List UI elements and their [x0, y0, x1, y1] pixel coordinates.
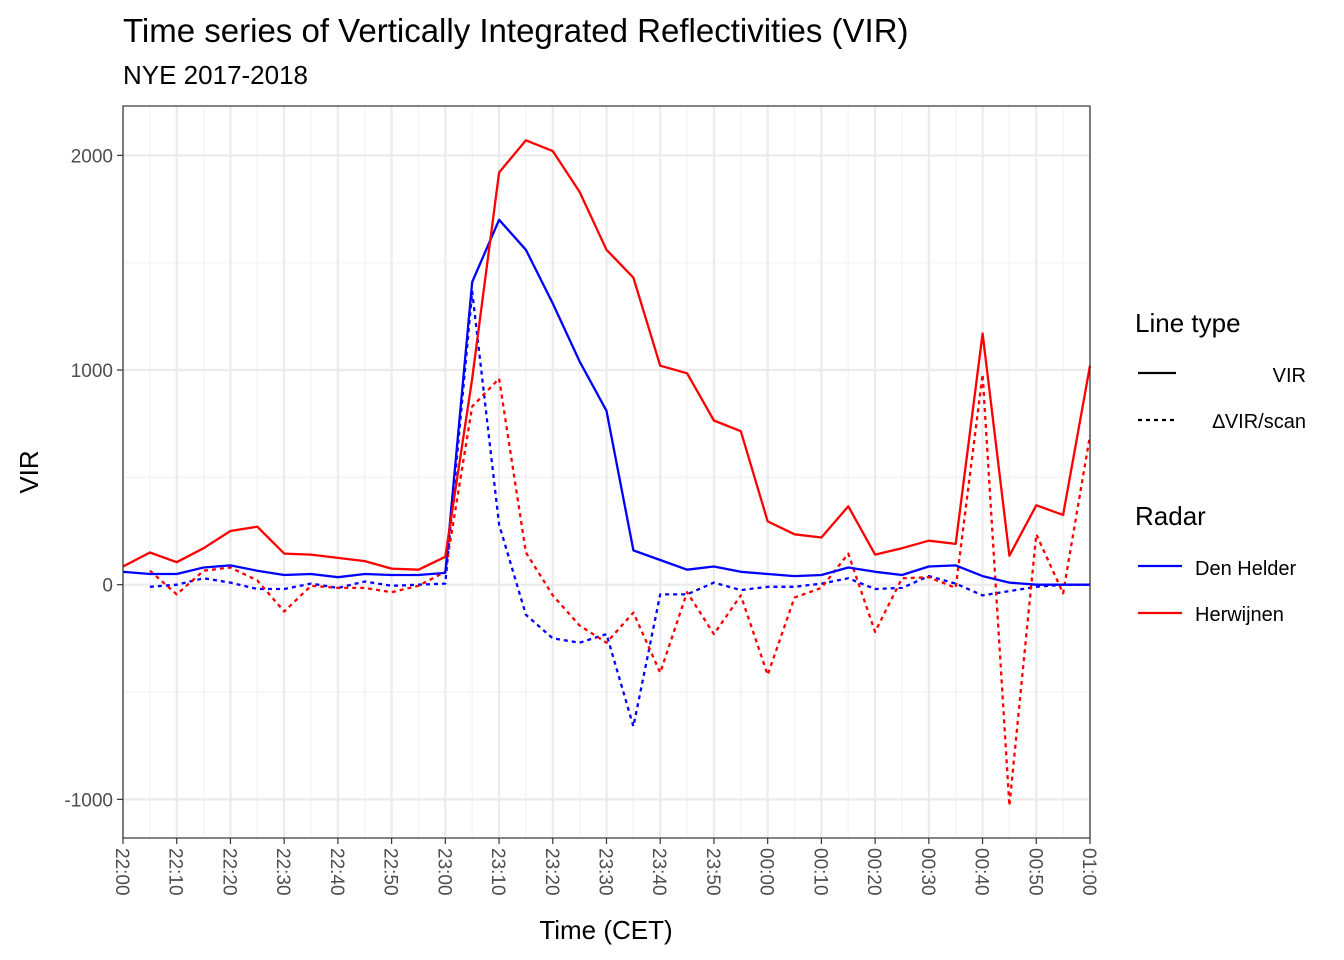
x-tick-label: 00:10	[809, 848, 830, 896]
legend: Line type VIR ∆VIR/scan Radar Den Helder…	[1135, 308, 1306, 626]
chart-title: Time series of Vertically Integrated Ref…	[123, 12, 909, 49]
chart-subtitle: NYE 2017-2018	[123, 60, 308, 90]
legend-label-den-helder: Den Helder	[1195, 558, 1297, 580]
x-tick-label: 23:40	[648, 848, 669, 896]
x-tick-label: 23:10	[487, 848, 508, 896]
x-tick-label: 22:50	[380, 848, 401, 896]
x-axis: 22:00 22:10 22:20 22:30 22:40 22:50 23:00 23:10…	[111, 838, 1099, 896]
x-tick-label: 23:00	[433, 848, 454, 896]
series-line-herwijnen-vir	[122, 139, 1092, 571]
legend-title-line-type: Line type	[1135, 308, 1241, 338]
y-tick-label: 1000	[71, 361, 113, 382]
x-tick-label: 22:00	[111, 848, 132, 896]
series-line-den-helder-delta-vir	[149, 290, 1090, 728]
x-tick-label: 22:20	[218, 848, 239, 896]
y-tick-label: -1000	[64, 790, 113, 811]
series-lines	[122, 139, 1092, 807]
x-tick-label: 23:30	[595, 848, 616, 896]
x-tick-label: 00:00	[756, 848, 777, 896]
y-tick-label: 0	[102, 576, 113, 597]
x-tick-label: 00:40	[971, 848, 992, 896]
series-line-herwijnen-delta-vir	[149, 373, 1092, 807]
y-tick-label: 2000	[71, 146, 113, 167]
x-tick-label: 00:20	[863, 848, 884, 896]
x-tick-label: 22:10	[165, 848, 186, 896]
legend-label-herwijnen: Herwijnen	[1195, 604, 1284, 626]
y-axis-title: VIR	[14, 450, 44, 493]
x-tick-label: 23:50	[702, 848, 723, 896]
legend-label-delta-vir: ∆VIR/scan	[1213, 411, 1306, 433]
legend-title-radar: Radar	[1135, 501, 1206, 531]
x-tick-label: 23:20	[541, 848, 562, 896]
x-tick-label: 01:00	[1078, 848, 1099, 896]
series-line-den-helder-vir	[122, 218, 1090, 586]
grid	[121, 106, 1092, 838]
x-tick-label: 00:30	[917, 848, 938, 896]
x-axis-title: Time (CET)	[539, 915, 672, 945]
x-tick-label: 22:40	[326, 848, 347, 896]
x-tick-label: 22:30	[272, 848, 293, 896]
y-axis: -1000 0 1000 2000	[64, 146, 123, 811]
legend-label-vir: VIR	[1273, 365, 1306, 387]
x-tick-label: 00:50	[1024, 848, 1045, 896]
